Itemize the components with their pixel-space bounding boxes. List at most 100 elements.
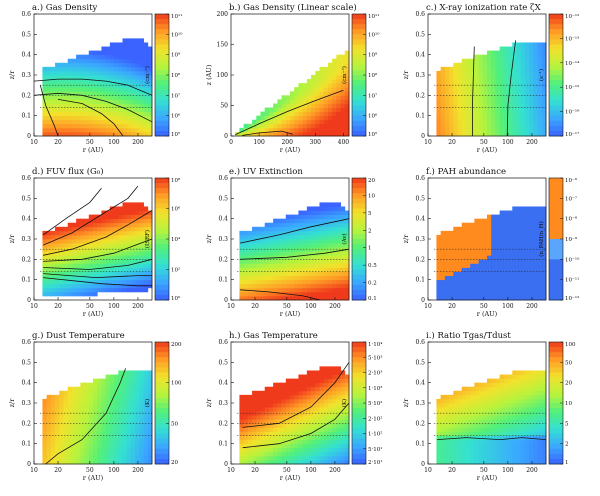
- heatmap-cell: [449, 99, 454, 104]
- heatmap-cell: [260, 111, 266, 117]
- heatmap-cell: [449, 435, 454, 440]
- heatmap-cell: [46, 87, 52, 92]
- heatmap-cell: [470, 267, 475, 272]
- heatmap-cell: [294, 247, 299, 252]
- heatmap-cell: [487, 87, 492, 92]
- heatmap-cell: [541, 255, 547, 260]
- heatmap-cell: [97, 83, 102, 88]
- panel-title: c.) X-ray ionization rate ζX: [426, 2, 542, 13]
- heatmap-cell: [508, 66, 513, 72]
- heatmap-cells: [436, 42, 547, 137]
- heatmap-cell: [101, 378, 107, 384]
- heatmap-cell: [315, 226, 320, 232]
- heatmap-cell: [252, 423, 257, 428]
- heatmap-cell: [474, 111, 479, 117]
- heatmap-cell: [105, 267, 111, 272]
- heatmap-cell: [130, 123, 136, 129]
- heatmap-cell: [323, 87, 329, 92]
- heatmap-cell: [327, 239, 333, 244]
- heatmap-cell: [491, 214, 496, 220]
- heatmap-cell: [503, 127, 509, 133]
- heatmap-cell: [520, 295, 526, 301]
- heatmap-cell: [252, 283, 257, 289]
- heatmap-cell: [449, 267, 454, 272]
- heatmap-cell: [285, 119, 291, 125]
- heatmap-cell: [118, 255, 123, 260]
- heatmap-cell: [449, 115, 454, 121]
- heatmap-cell: [105, 283, 111, 289]
- heatmap-cell: [264, 255, 270, 260]
- heatmap-cell: [239, 394, 245, 400]
- heatmap-cell: [118, 390, 123, 396]
- heatmap-cell: [336, 447, 341, 453]
- heatmap-cell: [449, 83, 454, 88]
- heatmap-cell: [487, 455, 492, 461]
- colorbar-step: [155, 183, 169, 189]
- heatmap-cell: [332, 218, 337, 224]
- heatmap-cell: [461, 234, 467, 240]
- heatmap-cell: [109, 255, 115, 260]
- heatmap-cell: [277, 447, 282, 453]
- heatmap-cell: [537, 218, 543, 224]
- heatmap-cell: [80, 99, 85, 104]
- heatmap-cell: [76, 287, 81, 293]
- heatmap-cell: [340, 103, 346, 108]
- heatmap-cell: [264, 459, 270, 465]
- heatmap-cell: [495, 279, 501, 285]
- heatmap-cell: [499, 131, 505, 137]
- heatmap-cell: [537, 291, 543, 297]
- heatmap-cell: [465, 255, 471, 260]
- heatmap-cell: [541, 279, 547, 285]
- heatmap-cell: [306, 415, 312, 420]
- colorbar-step: [549, 80, 563, 86]
- heatmap-cell: [440, 443, 446, 449]
- heatmap-cell: [256, 283, 261, 289]
- heatmap-cell: [59, 283, 64, 289]
- heatmap-cell: [503, 222, 509, 228]
- heatmap-cell: [298, 407, 304, 412]
- heatmap-cell: [80, 115, 85, 121]
- heatmap-cell: [84, 91, 90, 96]
- heatmap-cell: [306, 259, 312, 264]
- heatmap-cell: [260, 439, 266, 445]
- heatmap-cell: [508, 431, 513, 436]
- heatmap-cell: [319, 451, 325, 457]
- heatmap-cell: [50, 443, 56, 449]
- heatmap-cell: [101, 91, 107, 96]
- heatmap-cell: [327, 431, 333, 436]
- heatmap-cell: [126, 455, 132, 461]
- heatmap-cell: [84, 283, 90, 289]
- heatmap-cell: [336, 247, 341, 252]
- heatmap-cell: [499, 226, 505, 232]
- heatmap-cell: [491, 455, 496, 461]
- heatmap-cell: [59, 127, 64, 133]
- heatmap-cell: [487, 378, 492, 384]
- heatmap-cell: [50, 70, 56, 76]
- heatmap-cell: [541, 79, 547, 84]
- heatmap-cell: [247, 234, 253, 240]
- heatmap-cell: [105, 259, 111, 264]
- heatmap-cell: [306, 275, 312, 281]
- heatmap-cell: [524, 58, 530, 64]
- heatmap-cell: [470, 251, 475, 256]
- contour-line: [240, 218, 350, 244]
- heatmap-cell: [55, 259, 60, 264]
- heatmap-cell: [340, 99, 346, 104]
- heatmap-cell: [76, 83, 81, 88]
- heatmap-cell: [88, 386, 94, 392]
- heatmap-cell: [332, 127, 337, 133]
- heatmap-cell: [332, 386, 337, 392]
- contour-line: [33, 92, 153, 123]
- heatmap-cell: [88, 234, 94, 240]
- colorbar-step: [352, 403, 366, 409]
- heatmap-cell: [319, 111, 325, 117]
- heatmap-cell: [239, 243, 245, 248]
- heatmap-cell: [46, 407, 52, 412]
- heatmap-cell: [311, 267, 316, 272]
- x-tick-label: 50: [283, 467, 291, 474]
- heatmap-cell: [327, 423, 333, 428]
- colorbar-step: [549, 254, 563, 260]
- heatmap-cell: [336, 58, 341, 64]
- heatmap-cells: [239, 366, 350, 465]
